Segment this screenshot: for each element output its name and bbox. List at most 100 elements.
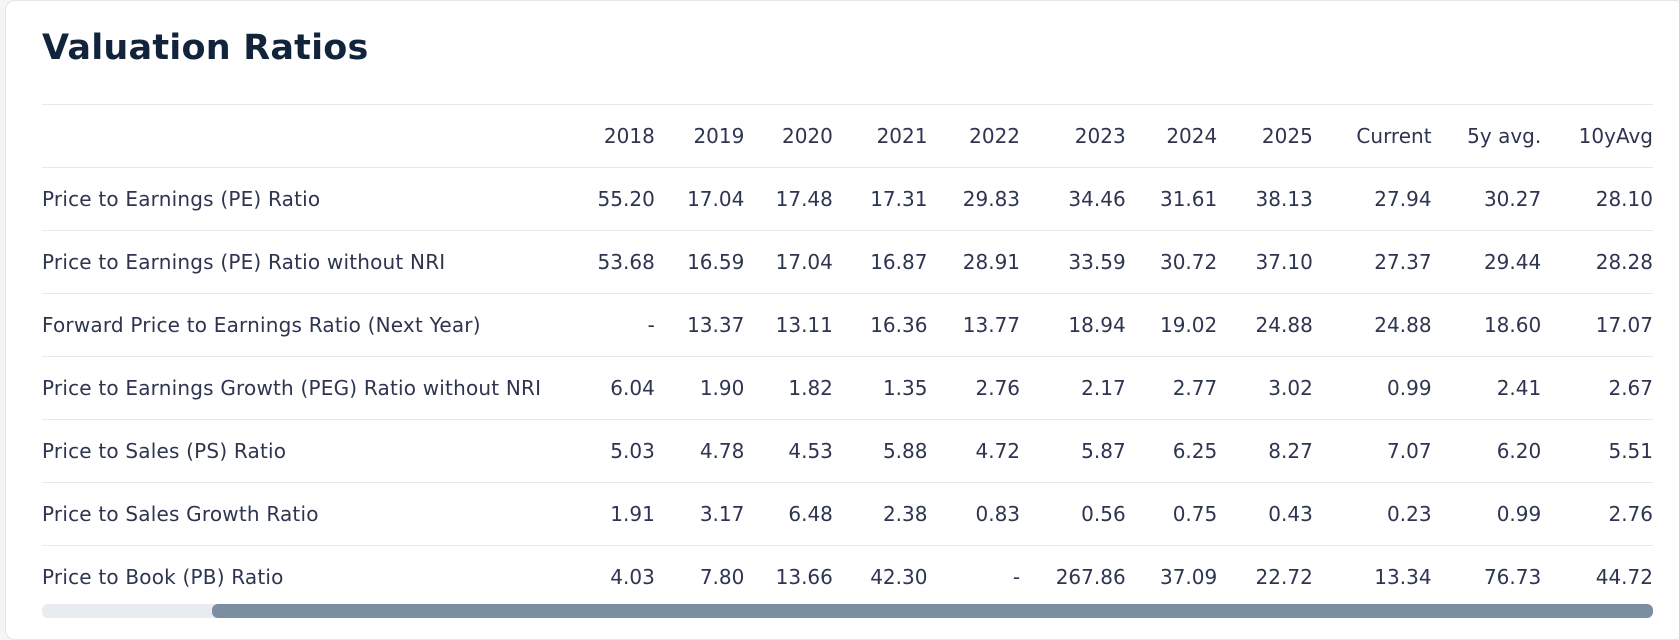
header-label-cell [42, 105, 581, 168]
table-cell: 28.10 [1595, 187, 1653, 211]
column-header[interactable]: Current [1356, 124, 1432, 148]
table-cell: 17.07 [1595, 313, 1653, 337]
table-cell: 30.27 [1483, 187, 1542, 211]
table-cell: 13.77 [962, 313, 1021, 337]
table-cell: 42.30 [870, 565, 928, 589]
table-cell: 8.27 [1268, 439, 1313, 463]
table-cell: 7.07 [1387, 439, 1432, 463]
table-body: Price to Earnings (PE) Ratio 55.20 17.04 17… [42, 168, 1653, 609]
table-cell: 28.91 [962, 250, 1021, 274]
table-row[interactable]: Price to Earnings Growth (PEG) Ratio wit… [42, 357, 1653, 420]
column-header[interactable]: 2021 [876, 124, 928, 148]
table-cell: 1.82 [788, 376, 833, 400]
table-row[interactable]: Price to Book (PB) Ratio 4.03 7.80 13.66 42.… [42, 546, 1653, 609]
table-cell: 3.17 [699, 502, 745, 526]
scrollbar-thumb[interactable] [212, 604, 1653, 618]
table-row[interactable]: Price to Sales Growth Ratio 1.91 3.17 6.48 2… [42, 483, 1653, 546]
table-cell: 0.99 [1387, 376, 1432, 400]
table-cell: 2.76 [975, 376, 1021, 400]
table-cell: 6.20 [1496, 439, 1542, 463]
table-cell: 55.20 [597, 187, 655, 211]
table-cell: 1.35 [882, 376, 928, 400]
table-cell: 22.72 [1255, 565, 1313, 589]
table-cell: - [647, 313, 655, 337]
table-cell: 37.10 [1255, 250, 1313, 274]
table-cell: 13.11 [775, 313, 833, 337]
table-cell: 27.37 [1374, 250, 1432, 274]
table-cell: 2.76 [1608, 502, 1653, 526]
table-cell: 5.87 [1081, 439, 1126, 463]
row-label[interactable]: Price to Earnings (PE) Ratio without NRI [42, 250, 446, 274]
table-cell: 53.68 [597, 250, 655, 274]
table-cell: 6.25 [1172, 439, 1218, 463]
table-header-row: 2018 2019 2020 2021 2022 2023 2024 2025 … [42, 104, 1653, 168]
row-label[interactable]: Price to Sales (PS) Ratio [42, 439, 287, 463]
column-header[interactable]: 2024 [1166, 124, 1218, 148]
table-cell: 13.34 [1374, 565, 1432, 589]
table-cell: 6.04 [610, 376, 655, 400]
table-cell: 44.72 [1595, 565, 1653, 589]
table-cell: 34.46 [1068, 187, 1126, 211]
table-cell: 2.17 [1081, 376, 1126, 400]
column-header[interactable]: 5y avg. [1467, 124, 1542, 148]
table-cell: 0.75 [1172, 502, 1218, 526]
table-cell: 27.94 [1374, 187, 1432, 211]
table-cell: 0.56 [1081, 502, 1126, 526]
table-cell: 1.90 [699, 376, 745, 400]
column-header[interactable]: 2023 [1074, 124, 1126, 148]
table-cell: 18.94 [1068, 313, 1126, 337]
table-row[interactable]: Price to Sales (PS) Ratio 5.03 4.78 4.53 5.8… [42, 420, 1653, 483]
table-cell: 24.88 [1255, 313, 1313, 337]
horizontal-scrollbar[interactable] [42, 604, 1653, 618]
table-cell: 2.77 [1172, 376, 1218, 400]
table-cell: 5.51 [1608, 439, 1653, 463]
table-cell: 38.13 [1255, 187, 1313, 211]
row-label[interactable]: Price to Sales Growth Ratio [42, 502, 319, 526]
table-cell: 4.72 [975, 439, 1021, 463]
column-header[interactable]: 2018 [603, 124, 655, 148]
table-cell: 0.83 [975, 502, 1021, 526]
table-cell: 33.59 [1068, 250, 1126, 274]
table-cell: - [1012, 565, 1021, 589]
table-cell: 13.37 [687, 313, 745, 337]
ratios-table-container: 2018 2019 2020 2021 2022 2023 2024 2025 … [42, 104, 1653, 608]
row-label[interactable]: Price to Earnings Growth (PEG) Ratio wit… [42, 376, 542, 400]
table-cell: 267.86 [1055, 565, 1126, 589]
row-label[interactable]: Price to Book (PB) Ratio [42, 565, 284, 589]
table-row[interactable]: Forward Price to Earnings Ratio (Next Ye… [42, 294, 1653, 357]
table-cell: 16.59 [687, 250, 745, 274]
table-cell: 76.73 [1483, 565, 1542, 589]
table-cell: 6.48 [788, 502, 833, 526]
table-cell: 5.03 [610, 439, 655, 463]
table-cell: 2.67 [1608, 376, 1653, 400]
column-header[interactable]: 2025 [1261, 124, 1313, 148]
table-cell: 37.09 [1159, 565, 1218, 589]
table-cell: 4.78 [699, 439, 745, 463]
column-header[interactable]: 2022 [969, 124, 1021, 148]
column-header[interactable]: 10yAvg [1578, 124, 1653, 148]
table-cell: 24.88 [1374, 313, 1432, 337]
table-row[interactable]: Price to Earnings (PE) Ratio 55.20 17.04 17… [42, 168, 1653, 231]
row-label[interactable]: Price to Earnings (PE) Ratio [42, 187, 321, 211]
table-cell: 17.04 [775, 250, 833, 274]
table-cell: 30.72 [1159, 250, 1218, 274]
table-cell: 17.48 [775, 187, 833, 211]
table-cell: 17.04 [687, 187, 745, 211]
table-cell: 13.66 [775, 565, 833, 589]
table-cell: 0.23 [1387, 502, 1432, 526]
table-row[interactable]: Price to Earnings (PE) Ratio without NRI… [42, 231, 1653, 294]
column-header[interactable]: 2019 [693, 124, 745, 148]
table-cell: 31.61 [1159, 187, 1218, 211]
ratios-table: 2018 2019 2020 2021 2022 2023 2024 2025 … [42, 104, 1653, 608]
table-cell: 17.31 [870, 187, 928, 211]
table-cell: 0.43 [1268, 502, 1313, 526]
table-cell: 2.41 [1496, 376, 1542, 400]
table-cell: 7.80 [699, 565, 745, 589]
table-cell: 0.99 [1496, 502, 1542, 526]
table-cell: 1.91 [610, 502, 655, 526]
row-label[interactable]: Forward Price to Earnings Ratio (Next Ye… [42, 313, 481, 337]
table-cell: 2.38 [882, 502, 928, 526]
column-header[interactable]: 2020 [781, 124, 833, 148]
table-cell: 16.36 [870, 313, 928, 337]
table-cell: 16.87 [870, 250, 928, 274]
